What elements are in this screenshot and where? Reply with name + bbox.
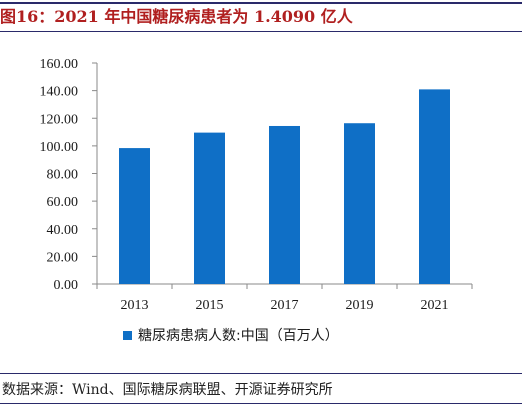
bar-2021: [419, 89, 450, 285]
title-top-rule: [0, 2, 522, 4]
y-tick-label: 40.00: [47, 223, 79, 238]
legend-swatch: [123, 331, 132, 340]
source-bottom-rule: [0, 403, 522, 404]
y-tick-label: 120.00: [40, 112, 79, 127]
y-tick-label: 0.00: [54, 278, 79, 293]
x-tick-label: 2013: [121, 298, 149, 313]
data-source-note: 数据来源：Wind、国际糖尿病联盟、开源证券研究所: [2, 382, 333, 398]
bar-2019: [344, 123, 375, 284]
legend-label: 糖尿病患病人数:中国（百万人）: [138, 328, 339, 344]
y-tick-label: 140.00: [40, 85, 79, 100]
figure-title: 图16：2021 年中国糖尿病患者为 1.4090 亿人: [0, 7, 353, 26]
y-tick-label: 160.00: [40, 57, 79, 72]
source-top-rule: [0, 373, 522, 374]
title-bottom-rule: [0, 31, 522, 32]
bar-chart: 0.00 20.00 40.00 60.00 80.00 100.00 120.00 140.…: [40, 57, 473, 344]
bar-2017: [269, 125, 300, 284]
y-tick-label: 80.00: [47, 168, 79, 183]
x-tick-label: 2015: [196, 298, 224, 313]
y-tick-label: 100.00: [40, 140, 79, 155]
bar-2013: [119, 148, 150, 284]
x-tick-label: 2019: [346, 298, 374, 313]
y-tick-label: 60.00: [47, 195, 79, 210]
bar-2015: [194, 132, 225, 284]
x-tick-label: 2017: [271, 298, 299, 313]
x-tick-label: 2021: [421, 298, 449, 313]
y-tick-label: 20.00: [47, 250, 79, 265]
